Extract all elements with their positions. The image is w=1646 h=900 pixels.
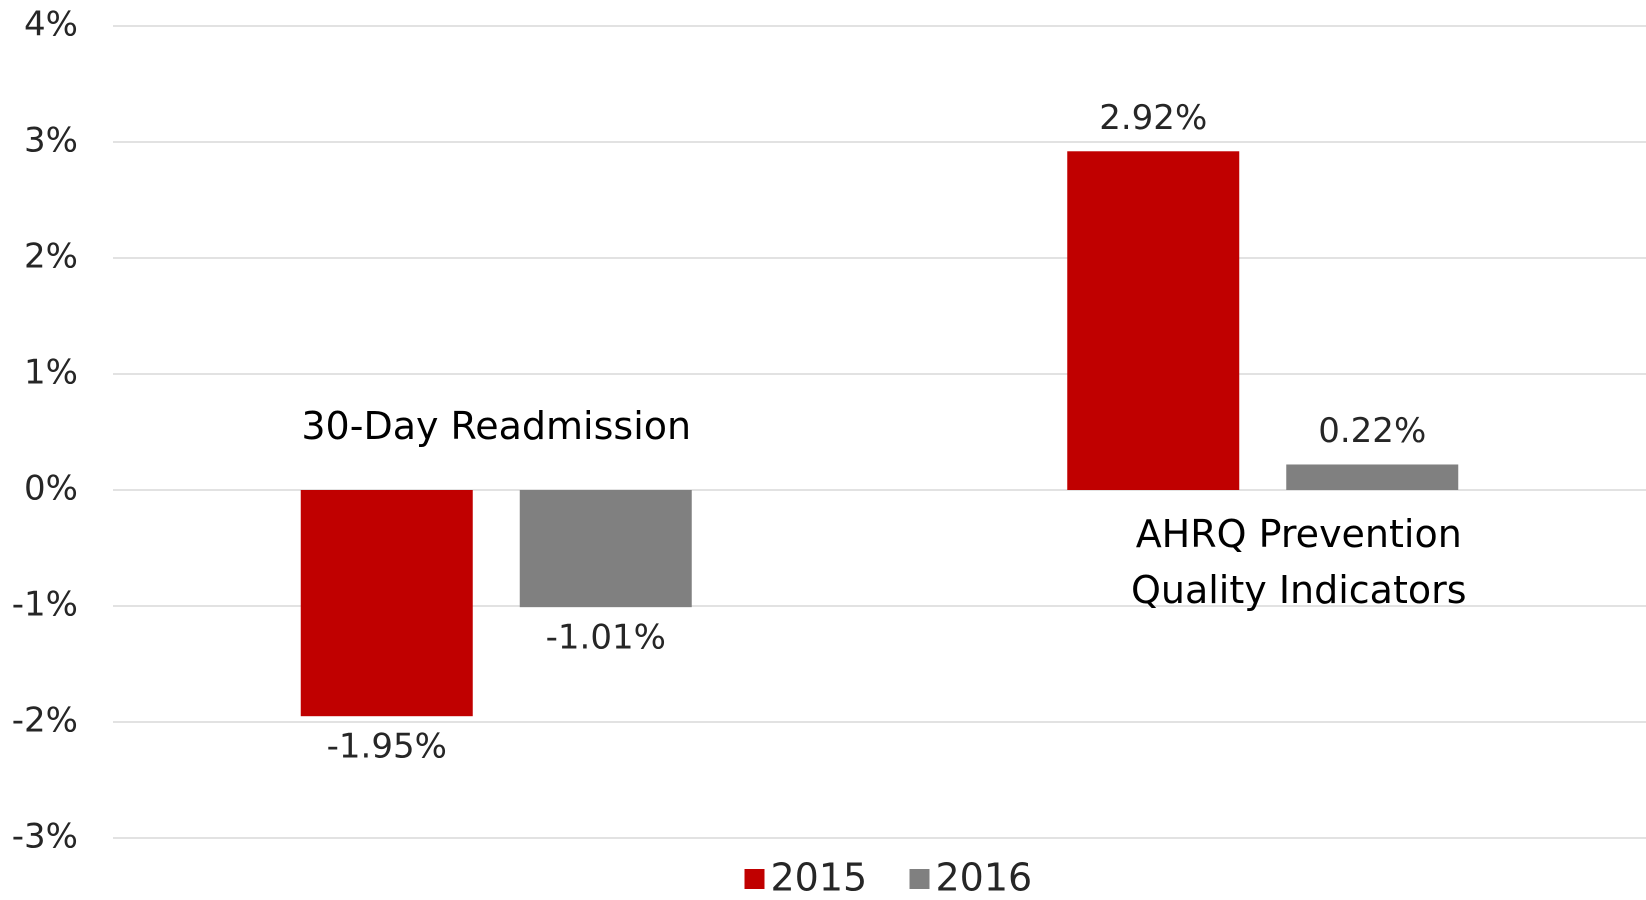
value-label: -1.95% [327,727,447,767]
y-tick-label: -2% [12,701,78,741]
y-tick-label: 3% [24,121,78,161]
y-tick-label: -3% [12,817,78,857]
legend-label: 2015 [771,856,868,900]
y-tick-label: -1% [12,585,78,625]
bar [300,490,473,717]
y-tick-label: 2% [24,237,78,277]
y-tick-label: 0% [24,469,78,509]
bar [519,490,692,608]
category-label: 30-Day Readmission [301,404,692,448]
category-label: AHRQ Prevention Quality Indicators [1130,512,1467,612]
y-tick-label: 4% [24,5,78,45]
legend-label: 2016 [936,856,1033,900]
bar [1286,464,1459,490]
value-label: -1.01% [546,618,666,658]
value-label: 2.92% [1099,98,1207,138]
value-label: 0.22% [1318,411,1426,451]
legend-swatch [744,869,765,889]
y-tick-label: 1% [24,353,78,393]
legend-swatch [909,869,930,889]
bar [1067,151,1240,490]
